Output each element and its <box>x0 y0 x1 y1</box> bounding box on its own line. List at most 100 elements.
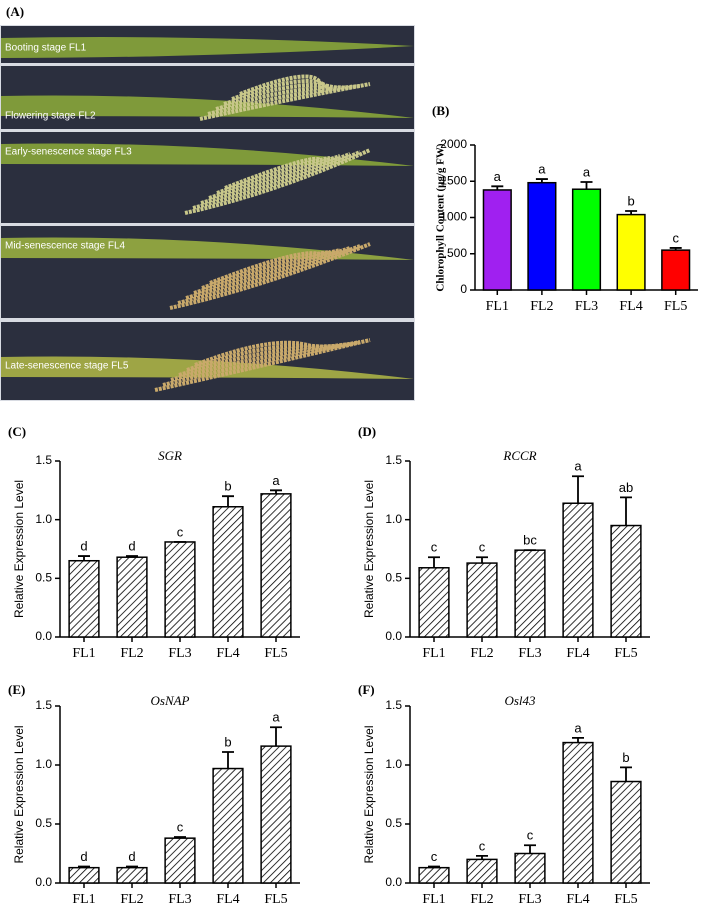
bar <box>610 524 642 638</box>
y-tick-label: 0.5 <box>385 571 402 585</box>
error-bar <box>669 247 682 251</box>
bar <box>212 506 244 638</box>
photo-caption: Early-senescence stage FL3 <box>5 147 132 158</box>
photo-caption: Flowering stage FL2 <box>5 111 96 122</box>
y-tick-label: 0.0 <box>385 875 402 889</box>
panicle <box>178 344 341 377</box>
significance-letter: d <box>128 538 135 553</box>
y-tick-label: 1.5 <box>35 698 52 712</box>
x-tick-label: FL1 <box>486 299 509 314</box>
y-axis-label: Relative Expression Level <box>12 725 26 863</box>
significance-letter: b <box>224 734 231 749</box>
significance-letter: a <box>494 169 502 184</box>
bar <box>514 852 546 884</box>
panicle <box>169 242 371 310</box>
error-bar <box>620 766 632 782</box>
panicle <box>209 251 321 285</box>
y-tick-label: 1.5 <box>35 453 52 467</box>
panicle <box>177 244 361 305</box>
x-tick-label: FL5 <box>614 892 637 906</box>
chart-title: OsNAP <box>151 693 190 708</box>
x-tick-label: FL5 <box>264 646 287 661</box>
panicle <box>208 154 341 200</box>
y-axis-label: Relative Expression Level <box>362 725 376 863</box>
error-bar <box>78 555 90 561</box>
x-tick-label: FL4 <box>216 892 239 906</box>
significance-letter: c <box>527 828 534 843</box>
bar <box>514 549 546 638</box>
error-bar <box>476 854 488 860</box>
significance-letter: b <box>627 193 634 208</box>
x-tick-label: FL1 <box>422 892 445 906</box>
significance-letter: a <box>583 164 591 179</box>
x-tick-label: FL3 <box>575 299 598 314</box>
x-tick-label: FL4 <box>216 646 239 661</box>
error-bar <box>476 556 488 564</box>
bar <box>527 181 557 291</box>
bar <box>68 866 100 884</box>
x-tick-label: FL3 <box>168 646 191 661</box>
error-bar <box>222 751 234 769</box>
y-tick-label: 1.5 <box>385 698 402 712</box>
error-bar <box>428 865 440 868</box>
x-tick-label: FL5 <box>664 299 687 314</box>
bar <box>562 502 594 638</box>
y-tick-label: 1.5 <box>385 453 402 467</box>
panicle <box>162 340 361 387</box>
y-tick-label: 0 <box>460 282 467 296</box>
error-bar <box>580 181 593 190</box>
significance-letter: d <box>80 538 87 553</box>
significance-letter: c <box>479 540 486 555</box>
panel-label: (D) <box>358 424 376 439</box>
y-tick-label: 1000 <box>440 210 467 224</box>
x-tick-label: FL4 <box>566 892 589 906</box>
x-tick-label: FL4 <box>566 646 589 661</box>
error-bar <box>428 556 440 568</box>
bar <box>562 741 594 884</box>
chart-title: SGR <box>158 448 182 463</box>
panicle <box>239 74 323 96</box>
significance-letter: b <box>622 750 629 765</box>
error-bar <box>625 210 638 215</box>
error-bar <box>174 836 186 839</box>
x-tick-label: FL2 <box>470 646 493 661</box>
significance-letter: a <box>272 710 280 725</box>
panicle <box>186 343 331 372</box>
error-bar <box>620 496 632 526</box>
y-tick-label: 0.5 <box>35 571 52 585</box>
y-axis-label: Chlorophyll Content (μg/g FW) <box>435 143 447 291</box>
leaf <box>1 37 414 58</box>
bar <box>610 780 642 884</box>
y-tick-label: 0.5 <box>35 816 52 830</box>
error-bar <box>535 178 548 183</box>
bar <box>661 249 691 291</box>
significance-letter: c <box>672 230 679 245</box>
bar <box>466 562 498 638</box>
y-tick-label: 2000 <box>440 137 467 151</box>
x-tick-label: FL2 <box>120 892 143 906</box>
bar <box>212 767 244 884</box>
panicle <box>224 156 322 190</box>
y-tick-label: 1.0 <box>35 757 52 771</box>
bar <box>418 866 450 884</box>
error-bar <box>270 726 282 747</box>
panicle <box>184 148 371 215</box>
panicle <box>201 250 331 290</box>
x-tick-label: FL5 <box>614 646 637 661</box>
bar <box>164 541 196 638</box>
bar <box>116 866 148 884</box>
significance-letter: c <box>431 540 438 555</box>
panicle <box>194 340 321 367</box>
significance-letter: ab <box>619 480 633 495</box>
panel-label: (C) <box>8 424 26 439</box>
significance-letter: c <box>177 524 184 539</box>
panicle <box>185 246 351 300</box>
y-tick-label: 1.0 <box>385 757 402 771</box>
bar <box>482 189 512 291</box>
panel-label: (F) <box>358 682 375 697</box>
y-tick-label: 0.0 <box>385 629 402 643</box>
error-bar <box>270 489 282 494</box>
y-tick-label: 0.0 <box>35 875 52 889</box>
x-tick-label: FL3 <box>168 892 191 906</box>
panicle <box>207 84 361 116</box>
